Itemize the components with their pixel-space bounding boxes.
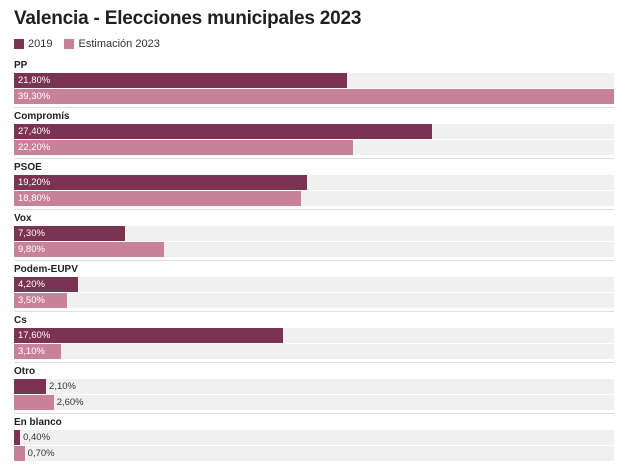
bar-estimacion-2023-pp <box>14 89 614 104</box>
category-group-cs: Cs 17,60% 3,10% <box>14 315 614 363</box>
data-label: 3,10% <box>18 346 45 357</box>
bar-track: 19,20% <box>14 175 614 190</box>
data-label: 19,20% <box>18 177 51 188</box>
legend-label-2019: 2019 <box>28 38 53 50</box>
bar-estimacion-2023-podem-eupv <box>14 293 68 308</box>
category-group-podem-eupv: Podem-EUPV 4,20% 3,50% <box>14 264 614 312</box>
legend-item-estimacion-2023: Estimación 2023 <box>64 38 160 50</box>
bar-2019-podem-eupv <box>14 277 79 292</box>
bar-2019-en-blanco <box>14 430 21 445</box>
bar-track: 4,20% <box>14 277 614 292</box>
category-label: Cs <box>14 315 27 326</box>
data-label: 27,40% <box>18 126 51 137</box>
bar-track: 18,80% <box>14 191 614 206</box>
bar-estimacion-2023-compromis <box>14 140 353 155</box>
bar-track: 2,10% <box>14 379 614 394</box>
legend-swatch-2019 <box>14 39 24 49</box>
bar-track: 9,80% <box>14 242 614 257</box>
data-label: 22,20% <box>18 142 51 153</box>
data-label: 7,30% <box>18 228 45 239</box>
legend: 2019 Estimación 2023 <box>14 38 172 50</box>
bar-estimacion-2023-otro <box>14 395 54 410</box>
bar-2019-psoe <box>14 175 308 190</box>
group-separator <box>14 209 614 210</box>
group-separator <box>14 362 614 363</box>
bar-estimacion-2023-vox <box>14 242 164 257</box>
category-group-pp: PP 21,80% 39,30% <box>14 60 614 108</box>
bar-track: 27,40% <box>14 124 614 139</box>
category-label: En blanco <box>14 417 62 428</box>
bar-track: 7,30% <box>14 226 614 241</box>
data-label: 2,10% <box>49 381 76 392</box>
bar-track: 3,50% <box>14 293 614 308</box>
bar-estimacion-2023-cs <box>14 344 62 359</box>
bar-estimacion-2023-en-blanco <box>14 446 25 461</box>
data-label: 17,60% <box>18 330 51 341</box>
data-label: 0,70% <box>27 448 55 459</box>
category-group-en-blanco: En blanco 0,40% 0,70% <box>14 417 614 465</box>
category-label: Vox <box>14 213 32 224</box>
data-label: 21,80% <box>18 75 51 86</box>
category-group-otro: Otro 2,10% 2,60% <box>14 366 614 414</box>
bar-2019-compromis <box>14 124 433 139</box>
data-label: 0,40% <box>23 432 51 443</box>
category-label: PSOE <box>14 162 42 173</box>
data-label: 9,80% <box>18 244 45 255</box>
bar-track: 0,40% <box>14 430 614 445</box>
data-label: 39,30% <box>18 91 51 102</box>
bar-2019-cs <box>14 328 283 343</box>
group-separator <box>14 311 614 312</box>
bar-track: 17,60% <box>14 328 614 343</box>
chart-title: Valencia - Elecciones municipales 2023 <box>14 8 362 29</box>
data-label: 3,50% <box>18 295 45 306</box>
group-separator <box>14 260 614 261</box>
group-separator <box>14 158 614 159</box>
bar-2019-vox <box>14 226 126 241</box>
category-group-vox: Vox 7,30% 9,80% <box>14 213 614 261</box>
category-group-compromis: Compromís 27,40% 22,20% <box>14 111 614 159</box>
bar-track: 3,10% <box>14 344 614 359</box>
category-label: Podem-EUPV <box>14 264 78 275</box>
bar-track: 39,30% <box>14 89 614 104</box>
legend-swatch-estimacion-2023 <box>64 39 75 49</box>
bar-estimacion-2023-psoe <box>14 191 302 206</box>
data-label: 4,20% <box>18 279 45 290</box>
category-group-psoe: PSOE 19,20% 18,80% <box>14 162 614 210</box>
bar-2019-pp <box>14 73 347 88</box>
legend-item-2019: 2019 <box>14 38 52 50</box>
legend-label-estimacion-2023: Estimación 2023 <box>78 38 160 50</box>
category-label: Otro <box>14 366 36 377</box>
data-label: 2,60% <box>56 397 84 408</box>
bar-track: 2,60% <box>14 395 614 410</box>
group-separator <box>14 413 614 414</box>
group-separator <box>14 107 614 108</box>
bar-track: 21,80% <box>14 73 614 88</box>
bar-track: 0,70% <box>14 446 614 461</box>
category-label: PP <box>14 60 28 71</box>
bar-2019-otro <box>14 379 47 394</box>
data-label: 18,80% <box>18 193 51 204</box>
category-label: Compromís <box>14 111 70 122</box>
bar-track: 22,20% <box>14 140 614 155</box>
